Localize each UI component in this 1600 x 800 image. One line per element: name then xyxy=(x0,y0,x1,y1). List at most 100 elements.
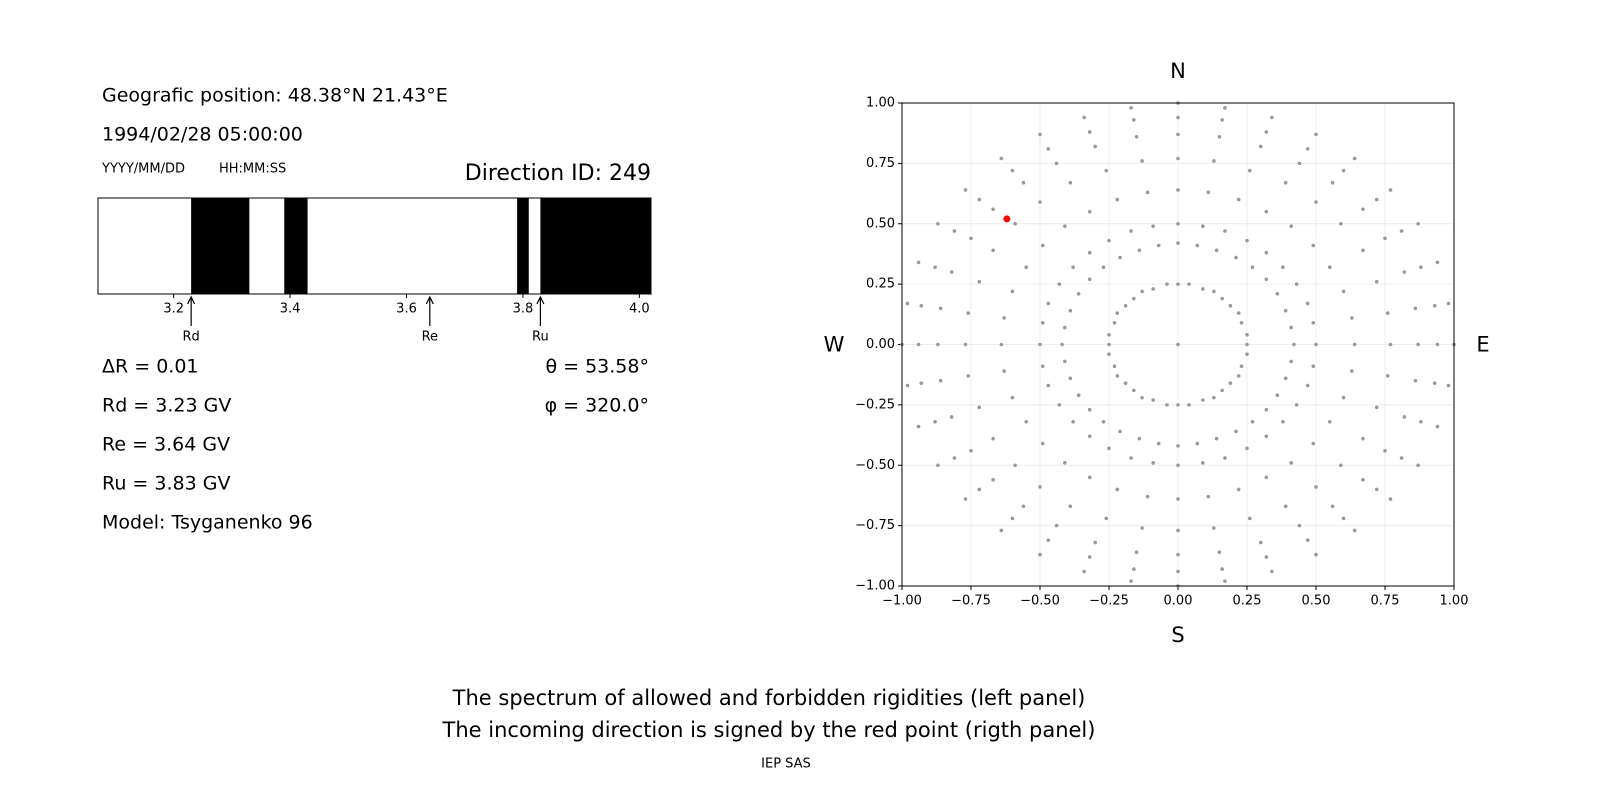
direction-point xyxy=(1101,419,1106,424)
direction-point xyxy=(1134,550,1139,554)
direction-point xyxy=(1176,552,1180,557)
direction-point xyxy=(1087,434,1092,439)
direction-point xyxy=(1275,393,1280,398)
direction-point xyxy=(1104,168,1109,173)
direction-point xyxy=(1416,221,1420,226)
direction-point xyxy=(1388,497,1393,501)
frame xyxy=(97,197,652,295)
direction-point xyxy=(1021,504,1026,509)
direction-point xyxy=(977,279,982,284)
direction-point xyxy=(1399,229,1404,233)
direction-point xyxy=(1402,270,1407,274)
direction-point xyxy=(1087,407,1092,412)
date-format: YYYY/MM/DD xyxy=(101,162,185,177)
direction-point xyxy=(1305,301,1310,306)
direction-point xyxy=(1281,265,1285,270)
direction-point xyxy=(1046,301,1051,306)
direction-point xyxy=(1311,320,1316,325)
direction-point xyxy=(1435,260,1440,265)
y-tick-label: 0.50 xyxy=(866,216,895,231)
y-tick-label: 0.00 xyxy=(866,337,895,352)
direction-point xyxy=(1087,130,1092,134)
direction-point xyxy=(1151,287,1155,291)
direction-point xyxy=(1176,132,1180,137)
direction-point xyxy=(1419,265,1423,270)
direction-point xyxy=(1292,342,1296,347)
direction-point xyxy=(991,207,995,212)
direction-point xyxy=(1435,424,1440,429)
direction-point xyxy=(1297,523,1302,528)
direction-point xyxy=(1132,567,1136,571)
direction-point xyxy=(933,265,937,270)
forbidden-band xyxy=(191,198,250,294)
rd: Rd = 3.23 GV xyxy=(102,395,231,417)
direction-point xyxy=(1314,485,1318,489)
direction-point xyxy=(1176,188,1180,192)
frame xyxy=(901,102,1455,587)
direction-point xyxy=(1330,180,1335,185)
marker-label: Rd xyxy=(182,330,199,345)
direction-point xyxy=(1068,308,1073,313)
direction-point xyxy=(1220,118,1224,122)
direction-point xyxy=(1289,359,1293,364)
direction-point xyxy=(1264,130,1269,134)
direction-point xyxy=(1245,333,1249,337)
x-tick-label: 3.2 xyxy=(163,302,184,317)
direction-point xyxy=(1283,308,1288,313)
direction-point xyxy=(1361,248,1365,253)
direction-point xyxy=(1063,325,1067,330)
direction-point xyxy=(1129,229,1133,233)
x-tick-label: 4.0 xyxy=(629,302,650,317)
x-tick-label: 0.00 xyxy=(1164,594,1193,609)
marker-label: Re xyxy=(422,330,438,345)
direction-point xyxy=(1068,504,1073,509)
x-tick-label: −0.50 xyxy=(1020,594,1060,609)
direction-point xyxy=(1156,441,1161,446)
direction-point xyxy=(1264,434,1269,439)
direction-point xyxy=(1046,383,1051,388)
direction-point xyxy=(1195,441,1200,446)
direction-point xyxy=(1038,200,1042,204)
direction-point xyxy=(1383,236,1387,241)
direction-point xyxy=(1057,282,1062,286)
direction-point xyxy=(1040,243,1045,248)
direction-point xyxy=(1245,446,1249,451)
direction-point xyxy=(1283,180,1288,185)
y-tick-label: −0.50 xyxy=(855,458,895,473)
direction-point xyxy=(1013,463,1017,468)
direction-point xyxy=(1010,516,1015,521)
direction-point xyxy=(1228,304,1233,308)
direction-point xyxy=(1228,381,1233,385)
direction-point xyxy=(1176,444,1180,448)
direction-point xyxy=(1054,523,1059,528)
direction-point xyxy=(1339,221,1343,226)
direction-point xyxy=(1176,528,1180,533)
direction-point xyxy=(1151,398,1155,402)
direction-point xyxy=(1239,364,1244,369)
direction-point xyxy=(1223,456,1227,460)
direction-point xyxy=(916,424,921,429)
direction-point xyxy=(963,497,968,501)
direction-point xyxy=(1212,526,1216,530)
direction-point xyxy=(1076,393,1081,398)
direction-point xyxy=(1214,248,1219,253)
direction-point xyxy=(1374,405,1379,410)
direction-point xyxy=(1087,277,1092,282)
direction-point xyxy=(1024,419,1028,424)
direction-point xyxy=(1201,398,1205,402)
direction-point xyxy=(1245,352,1249,356)
direction-point xyxy=(1115,311,1120,315)
direction-point xyxy=(1432,381,1437,385)
x-tick-label: 0.50 xyxy=(1302,594,1331,609)
direction-south: S xyxy=(1171,623,1184,647)
direction-point xyxy=(1416,463,1420,468)
direction-point xyxy=(1134,135,1139,139)
model: Model: Tsyganenko 96 xyxy=(102,512,313,534)
direction-point xyxy=(1446,301,1451,306)
direction-point xyxy=(1165,282,1169,286)
y-tick-label: 1.00 xyxy=(866,96,895,111)
direction-point xyxy=(1399,456,1404,460)
direction-point xyxy=(1038,552,1042,557)
direction-point xyxy=(1082,569,1086,574)
